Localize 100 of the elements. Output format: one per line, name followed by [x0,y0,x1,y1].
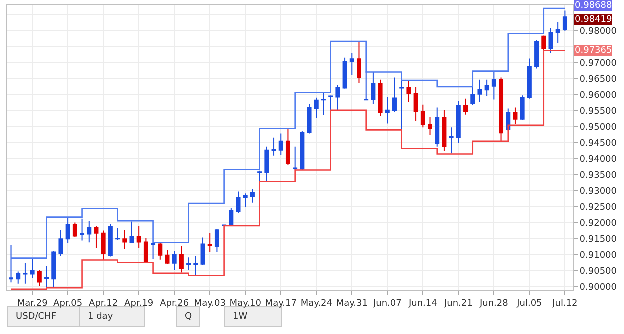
candlestick [16,271,21,284]
candlestick [44,265,50,288]
candlestick [321,92,326,116]
x-tick-label: May.24 [300,298,333,309]
candlestick [456,100,461,144]
candlestick [392,77,397,112]
candlestick [214,228,220,253]
candlestick [414,86,418,122]
y-tick-label: 0.96000 [580,90,618,101]
text: 1W [233,312,248,322]
candlestick [499,77,504,143]
candlestick [464,98,468,116]
candlestick [208,232,212,253]
candlestick [243,193,248,208]
x-tick-label: Jun.28 [478,298,509,309]
candlestick [144,238,148,263]
candlestick [200,237,206,266]
y-tick-label: 0.98000 [580,26,618,37]
candlestick [108,224,113,258]
y-tick-label: 0.91000 [580,250,618,261]
candlestick [87,220,92,244]
candlestick [470,86,476,106]
candlestick [286,128,290,166]
candlestick [172,250,177,271]
candlestick [272,137,276,156]
x-tick-label: Jul.05 [516,298,542,309]
candlestick [350,52,354,76]
x-tick-label: May.17 [265,298,297,309]
candlestick [278,133,284,156]
candlestick [420,104,426,128]
candlestick [186,257,192,271]
candlestick [520,95,525,121]
y-tick-label: 0.95000 [580,122,618,133]
candlestick [513,107,518,125]
candlestick [194,256,198,276]
candlestick [52,250,56,289]
y-tick-label: 0.94500 [580,138,618,149]
candlestick [122,230,128,250]
candlestick [165,250,170,265]
y-tick-label: 0.90000 [580,282,618,293]
x-tick-label: Apr.26 [160,298,190,309]
y-tick-label: 0.92500 [580,202,618,213]
text: 0.97365 [575,46,612,56]
x-tick-label: Apr.12 [89,298,118,309]
candlestick [30,258,35,279]
x-tick-label: May.10 [230,298,262,309]
text: Q [185,312,192,322]
candlestick [562,10,568,32]
y-tick-label: 0.92000 [580,218,618,229]
y-tick-label: 0.90500 [580,266,618,277]
candlestick [300,130,305,171]
text: USD/CHF [16,312,56,322]
candlestick [492,70,496,100]
candlestick [484,79,490,97]
candlestick [378,79,383,117]
x-tick-label: May.31 [336,298,368,309]
y-tick-label: 0.95500 [580,106,618,117]
candlestick [9,244,14,284]
candlestick [293,146,298,171]
candlestick [101,230,106,260]
candlestick [72,222,78,238]
y-tick-label: 0.94000 [580,154,618,165]
candlestick [342,57,348,90]
x-tick-label: Jul.12 [552,298,578,309]
candlestick [250,188,255,204]
candlestick [328,95,334,111]
candlestick [66,217,70,244]
candlestick [94,226,99,249]
y-tick-label: 0.91500 [580,234,618,245]
candlestick [556,22,560,44]
candlestick [80,218,85,242]
candlestick [37,270,42,287]
candlestick [130,221,134,244]
y-tick-label: 0.96500 [580,74,618,85]
x-tick-label: Jun.21 [443,298,473,309]
candlestick [116,228,120,241]
x-tick-label: Apr.05 [54,298,83,309]
y-tick-label: 0.93500 [580,170,618,181]
text: 0.98688 [575,1,612,11]
candlestick [548,28,554,54]
candlestick [264,146,270,183]
candlestick [534,40,540,70]
candlestick [428,116,432,136]
text: 0.98419 [575,15,612,25]
candlestick [385,96,390,124]
candlestick [23,262,28,284]
x-tick-label: Mar.29 [17,298,48,309]
candlestick [336,84,340,111]
candlestick [364,71,369,101]
y-tick-label: 0.93000 [580,186,618,197]
candlestick [229,208,234,226]
candlestick [136,226,142,249]
candlestick [151,242,156,260]
candlestick [357,40,362,84]
candlestick [158,242,163,260]
candlestick [542,35,546,52]
candlestick [527,58,532,100]
candlestick [478,79,482,103]
x-tick-label: Jun.14 [408,298,438,309]
candlestick [449,127,454,154]
